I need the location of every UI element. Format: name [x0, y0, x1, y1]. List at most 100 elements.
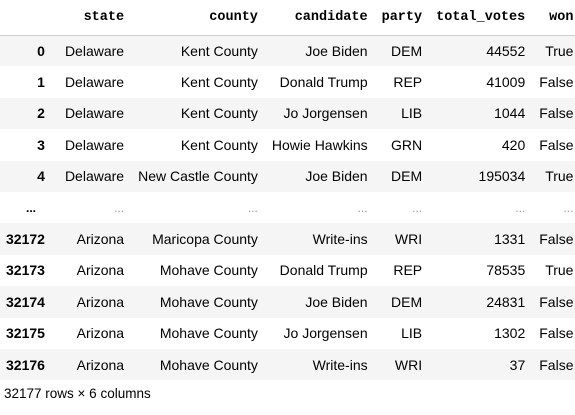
cell-party: GRN [391, 136, 423, 153]
dataframe-output: state county candidate party total_votes… [0, 0, 575, 401]
row-index: 32172 [6, 231, 45, 248]
cell-state: Arizona [76, 293, 125, 310]
cell-won: False [539, 325, 574, 342]
cell-party: DEM [391, 168, 423, 185]
cell-state: Arizona [76, 231, 125, 248]
cell-state: Arizona [76, 325, 125, 342]
column-header-won: won [533, 0, 575, 36]
cell-county: Mohave County [159, 356, 258, 373]
cell-total-votes: 420 [501, 136, 526, 153]
cell-county: Kent County [180, 105, 258, 122]
row-index: 32173 [6, 262, 45, 279]
cell-state: Delaware [64, 74, 125, 91]
column-header-state: state [58, 0, 133, 36]
cell-party: WRI [394, 231, 423, 248]
table-row: 32174 Arizona Mohave County Joe Biden DEM 248… [0, 286, 575, 318]
cell-county: Kent County [180, 74, 258, 91]
table-header: state county candidate party total_votes… [0, 0, 575, 36]
cell-won: False [539, 105, 574, 122]
cell-party: DEM [391, 293, 423, 310]
row-index: 0 [37, 42, 45, 59]
cell-total-votes: 37 [509, 356, 526, 373]
cell-candidate: Write-ins [312, 356, 368, 373]
cell-party: LIB [401, 325, 423, 342]
table-row: 0 Delaware Kent County Joe Biden DEM 44552 Tru… [0, 35, 575, 67]
cell-candidate: Write-ins [312, 231, 368, 248]
cell-won: False [539, 74, 574, 91]
cell-candidate: Joe Biden [305, 293, 368, 310]
cell-county: Mohave County [159, 293, 258, 310]
cell-party: ... [412, 200, 423, 215]
table-row: 3 Delaware Kent County Howie Hawkins GRN 420 F… [0, 129, 575, 161]
column-header-total-votes: total_votes [430, 0, 534, 36]
column-header-county: county [132, 0, 266, 36]
table-row: 2 Delaware Kent County Jo Jorgensen LIB 1044 F… [0, 97, 575, 130]
cell-county: Mohave County [159, 325, 258, 342]
cell-county: Kent County [180, 136, 258, 153]
row-index: ... [26, 200, 37, 215]
cell-candidate: Joe Biden [305, 168, 368, 185]
table-row: 4 Delaware New Castle County Joe Biden DEM 19… [0, 160, 575, 192]
table-row: 1 Delaware Kent County Donald Trump REP 41009… [0, 66, 575, 98]
cell-county: Mohave County [159, 262, 258, 279]
dataframe-table: state county candidate party total_votes… [0, 0, 575, 381]
table-row: 32173 Arizona Mohave County Donald Trump REP… [0, 254, 575, 287]
cell-party: DEM [391, 42, 423, 59]
cell-candidate: Donald Trump [279, 74, 368, 91]
cell-state: Delaware [64, 168, 125, 185]
cell-party: REP [393, 262, 423, 279]
cell-total-votes: 24831 [486, 293, 526, 310]
column-header-candidate: candidate [265, 0, 376, 36]
cell-total-votes: ... [515, 200, 526, 215]
cell-candidate: Jo Jorgensen [283, 105, 368, 122]
row-index: 3 [37, 136, 45, 153]
row-index: 32176 [6, 356, 45, 373]
cell-total-votes: 44552 [486, 42, 526, 59]
cell-won: True [545, 42, 574, 59]
cell-party: REP [393, 74, 423, 91]
cell-candidate: Howie Hawkins [271, 136, 368, 153]
cell-state: ... [114, 200, 125, 215]
cell-total-votes: 1044 [494, 105, 526, 122]
cell-won: True [545, 168, 574, 185]
cell-total-votes: 78535 [486, 262, 526, 279]
cell-won: False [539, 136, 574, 153]
dataframe-shape: 32177 rows × 6 columns [4, 386, 151, 401]
cell-won: False [539, 356, 574, 373]
cell-candidate: ... [357, 200, 368, 215]
cell-won: False [539, 231, 574, 248]
cell-total-votes: 1302 [494, 325, 526, 342]
cell-state: Delaware [64, 136, 125, 153]
table-row: 32172 Arizona Maricopa County Write-ins WRI 1… [0, 223, 575, 255]
table-row: 32175 Arizona Mohave County Jo Jorgensen LIB… [0, 317, 575, 349]
row-index: 2 [37, 105, 45, 122]
column-header-party: party [375, 0, 431, 36]
row-index: 32175 [6, 325, 45, 342]
cell-county: ... [247, 200, 258, 215]
cell-candidate: Joe Biden [305, 42, 368, 59]
cell-state: Arizona [76, 262, 125, 279]
cell-total-votes: 41009 [486, 74, 526, 91]
cell-party: WRI [394, 356, 423, 373]
cell-candidate: Donald Trump [279, 262, 368, 279]
cell-county: Kent County [180, 42, 258, 59]
table-row: 32176 Arizona Mohave County Write-ins WRI 37 F… [0, 348, 575, 381]
cell-county: New Castle County [138, 168, 258, 185]
cell-won: False [539, 293, 574, 310]
ellipsis-row: ..................... [0, 191, 575, 224]
cell-state: Delaware [64, 105, 125, 122]
cell-total-votes: 1331 [494, 231, 526, 248]
cell-won: ... [563, 200, 574, 215]
cell-won: True [545, 262, 574, 279]
cell-total-votes: 195034 [478, 168, 526, 185]
cell-candidate: Jo Jorgensen [283, 325, 368, 342]
header-row: state county candidate party total_votes… [0, 0, 575, 36]
row-index: 32174 [6, 293, 45, 310]
cell-state: Delaware [64, 42, 125, 59]
cell-party: LIB [401, 105, 423, 122]
cell-county: Maricopa County [152, 231, 258, 248]
row-index: 4 [37, 168, 45, 185]
cell-state: Arizona [76, 356, 125, 373]
index-header [0, 0, 59, 36]
row-index: 1 [37, 74, 45, 91]
